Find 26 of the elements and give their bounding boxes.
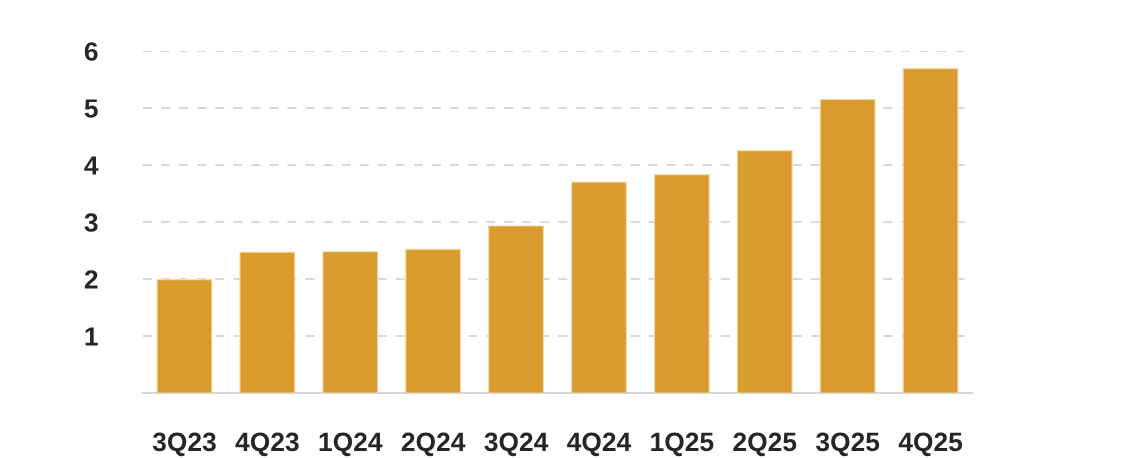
x-tick-label: 1Q24 bbox=[319, 432, 383, 457]
bar bbox=[488, 225, 544, 393]
x-tick-label: 3Q23 bbox=[152, 432, 216, 457]
y-tick-label: 3 bbox=[84, 213, 98, 232]
bar bbox=[322, 251, 379, 393]
bar bbox=[819, 98, 876, 393]
x-tick-label: 3Q24 bbox=[484, 432, 549, 457]
y-tick-label: 4 bbox=[84, 156, 99, 175]
x-tick-label: 1Q25 bbox=[651, 432, 714, 457]
bar bbox=[239, 251, 296, 393]
x-tick-label: 2Q25 bbox=[733, 432, 797, 457]
bar bbox=[736, 150, 793, 393]
bar bbox=[156, 279, 213, 393]
x-tick-label: 4Q23 bbox=[235, 432, 299, 457]
bar bbox=[405, 248, 462, 393]
x-tick-label: 2Q24 bbox=[401, 432, 466, 457]
x-tick-label: 3Q25 bbox=[815, 432, 880, 457]
x-tick-label: 4Q24 bbox=[567, 432, 632, 457]
y-tick-label: 2 bbox=[84, 270, 98, 289]
bar bbox=[653, 174, 710, 393]
y-tick-label: 1 bbox=[85, 327, 98, 346]
x-tick-label: 4Q25 bbox=[898, 432, 963, 457]
bar bbox=[902, 68, 959, 393]
y-tick-label: 5 bbox=[84, 99, 98, 118]
bar bbox=[571, 181, 627, 393]
y-tick-label: 6 bbox=[84, 42, 98, 61]
